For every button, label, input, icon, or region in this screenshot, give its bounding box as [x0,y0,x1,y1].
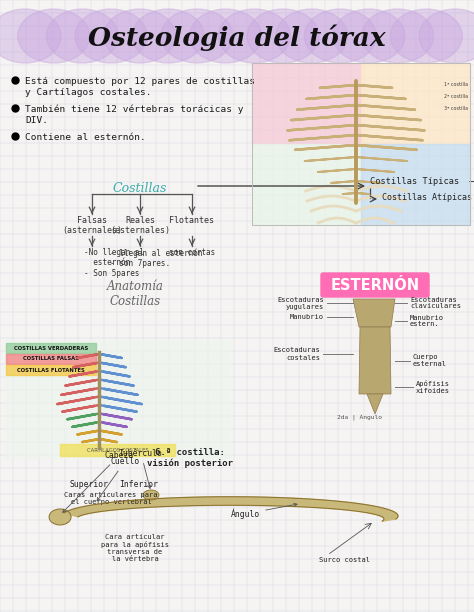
Text: Escotaduras
costales: Escotaduras costales [273,348,320,360]
Text: 1ª costilla: 1ª costilla [444,83,468,88]
Text: Está compuesto por 12 pares de costillas: Está compuesto por 12 pares de costillas [25,77,255,86]
Ellipse shape [247,9,319,63]
Ellipse shape [190,9,262,63]
Ellipse shape [18,9,90,63]
Polygon shape [367,394,383,414]
Text: 6.ª costilla:
visión posterior: 6.ª costilla: visión posterior [147,448,233,468]
Text: Cuello: Cuello [97,457,139,501]
Ellipse shape [46,9,118,63]
Bar [252,63,361,144]
Ellipse shape [276,9,347,63]
Ellipse shape [49,509,71,525]
Text: Cara articular
para la apófisis
transversa de
la vértebra: Cara articular para la apófisis transver… [101,534,169,562]
Ellipse shape [390,9,462,63]
Text: Manubrio
estern.: Manubrio estern. [410,315,444,327]
Text: Superior: Superior [70,480,109,489]
Ellipse shape [132,9,204,63]
Ellipse shape [0,9,61,63]
Text: Cabeza: Cabeza [63,451,134,512]
Text: También tiene 12 vértebras torácicas y: También tiene 12 vértebras torácicas y [25,105,244,114]
Text: Flotantes: Flotantes [170,216,215,225]
Bar [252,144,361,225]
Text: Cuerpo
esternal: Cuerpo esternal [413,354,447,367]
Bar [6,354,96,364]
Text: Costillas: Costillas [113,182,167,195]
Polygon shape [64,497,398,521]
Text: Inferior: Inferior [119,480,159,489]
Text: COSTILLAS VERDADERAS: COSTILLAS VERDADERAS [14,346,88,351]
Bar [252,63,470,225]
Ellipse shape [161,9,233,63]
Ellipse shape [362,9,434,63]
Text: ESTERNÓN: ESTERNÓN [330,278,419,294]
Text: Anatomía
Costillas: Anatomía Costillas [107,280,164,308]
Bar [60,444,175,456]
Text: Costillas Atípicas ⟶  1,10, 11: Costillas Atípicas ⟶ 1,10, 11 [382,193,474,203]
Text: Surco costal: Surco costal [319,557,370,563]
Ellipse shape [75,9,147,63]
Text: son cortas: son cortas [169,248,215,257]
Text: -No llegan al
  esternón
- Son 5pares: -No llegan al esternón - Son 5pares [84,248,144,278]
Text: y Cartílagos costales.: y Cartílagos costales. [25,88,152,97]
Text: Falsas
(asternales): Falsas (asternales) [62,216,122,236]
Text: Contiene al esternón.: Contiene al esternón. [25,133,146,142]
Text: COSTILLAS FLOTANTES: COSTILLAS FLOTANTES [17,367,85,373]
Text: - llegan al esternón
- son 7pares.: - llegan al esternón - son 7pares. [110,248,202,268]
Text: Apófisis
xifoides: Apófisis xifoides [416,380,450,394]
Text: Tubérculo: Tubérculo [119,449,163,488]
Text: Costillas Típicas  ⟶  1a a 9.: Costillas Típicas ⟶ 1a a 9. [370,176,474,185]
Bar [5,340,230,458]
Text: 2da | Ángulo: 2da | Ángulo [337,414,382,420]
Ellipse shape [219,9,291,63]
Text: 3ª costilla: 3ª costilla [444,106,468,111]
Polygon shape [353,299,395,327]
Text: Osteologia del tórax: Osteologia del tórax [88,24,386,51]
Text: Caras articulares para
el cuerpo vertebral: Caras articulares para el cuerpo vertebr… [64,492,158,505]
Text: Reales
(esternales): Reales (esternales) [110,216,170,236]
Text: Escotaduras
yugulares: Escotaduras yugulares [277,296,324,310]
Bar [6,343,96,353]
Polygon shape [359,327,391,394]
Ellipse shape [419,9,474,63]
Bar [6,365,96,375]
Text: CARTÍLAGOS COSTALES: CARTÍLAGOS COSTALES [87,447,149,452]
Ellipse shape [143,490,159,500]
Ellipse shape [304,9,376,63]
Bar [361,63,470,144]
Ellipse shape [104,9,176,63]
Text: DIV.: DIV. [25,116,48,125]
Text: COSTILLAS FALSAS: COSTILLAS FALSAS [23,357,79,362]
Ellipse shape [333,9,405,63]
Text: Ángulo: Ángulo [231,503,297,519]
Bar [361,144,470,225]
Text: Manubrio: Manubrio [290,314,324,320]
Text: Escotaduras
claviculares: Escotaduras claviculares [410,296,461,310]
FancyBboxPatch shape [321,273,429,297]
Text: 2ª costilla: 2ª costilla [444,94,468,100]
